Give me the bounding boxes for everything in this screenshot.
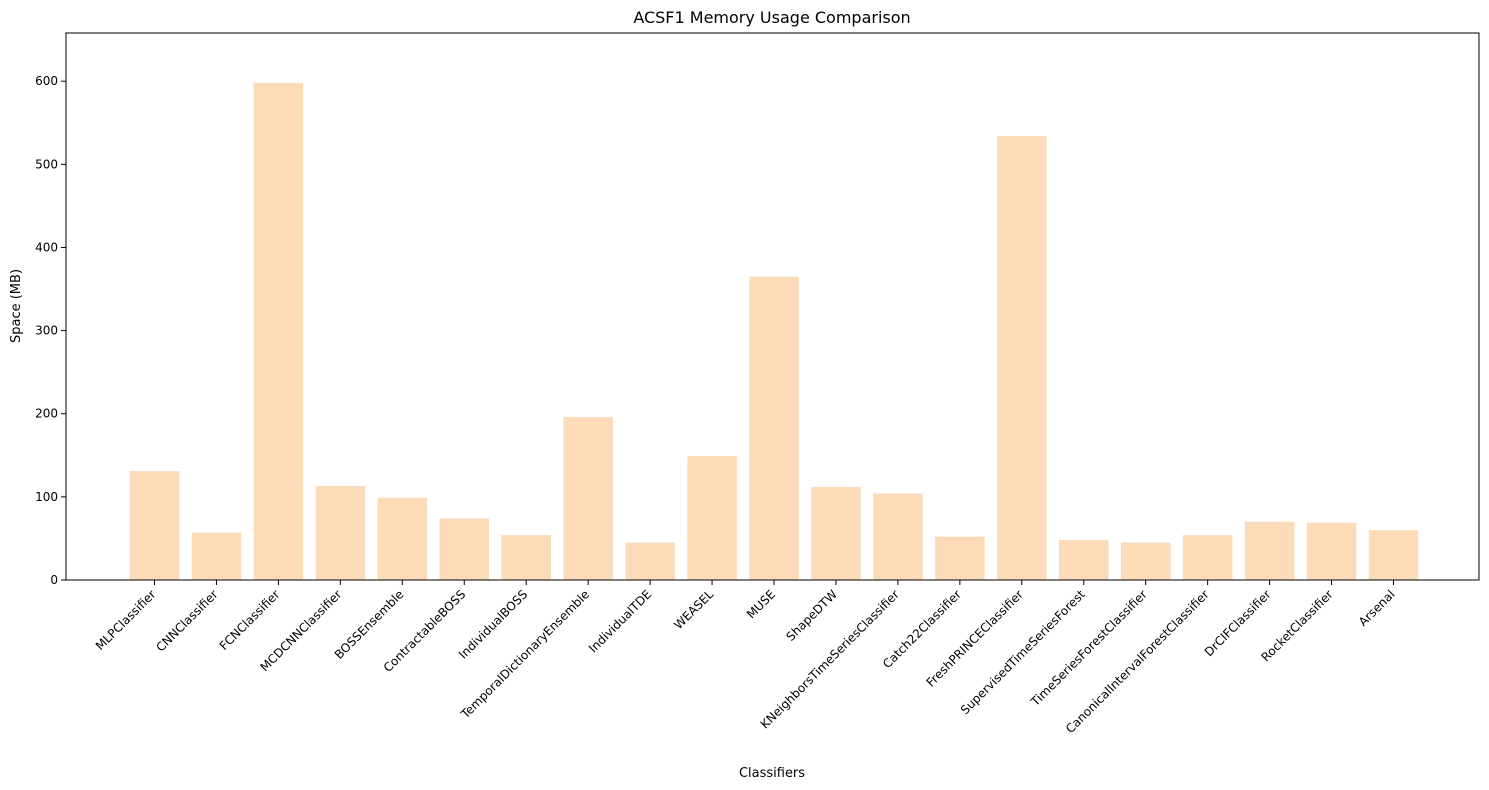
bar-MCDCNNClassifier xyxy=(315,486,366,580)
bars-layer xyxy=(129,82,1419,580)
bar-KNeighborsTimeSeriesClassifier xyxy=(873,493,923,580)
y-axis: 0 100 200 300 400 500 600 xyxy=(35,74,66,587)
bar-TemporalDictionaryEnsemble xyxy=(563,417,613,580)
y-tick-label: 500 xyxy=(35,157,58,171)
x-tick-label: MLPClassifier xyxy=(93,587,159,653)
x-tick-label: DrCIFClassifier xyxy=(1202,587,1274,659)
y-tick-label: 200 xyxy=(35,407,58,421)
x-tick-label: ShapeDTW xyxy=(783,587,840,644)
bar-IndividualTDE xyxy=(625,542,675,580)
bar-Catch22Classifier xyxy=(935,536,985,580)
bar-DrCIFClassifier xyxy=(1244,521,1295,580)
bar-Arsenal xyxy=(1368,530,1419,580)
bar-ShapeDTW xyxy=(811,486,861,580)
x-axis-title: Classifiers xyxy=(739,766,805,781)
y-axis-title: Space (MB) xyxy=(9,269,24,343)
bar-BOSSEnsemble xyxy=(377,497,428,580)
y-tick-label: 100 xyxy=(35,490,58,504)
bar-IndividualBOSS xyxy=(501,535,551,580)
bar-WEASEL xyxy=(687,456,737,580)
bar-CNNClassifier xyxy=(191,532,242,580)
x-tick-label: IndividualTDE xyxy=(586,587,654,655)
x-tick-label: TemporalDictionaryEnsemble xyxy=(458,587,593,722)
bar-CanonicalIntervalForestClassifier xyxy=(1182,535,1233,580)
y-tick-label: 400 xyxy=(35,240,58,254)
bar-MLPClassifier xyxy=(129,471,180,580)
bar-FreshPRINCEClassifier xyxy=(997,136,1047,580)
plot-frame xyxy=(65,32,1480,581)
x-tick-label: KNeighborsTimeSeriesClassifier xyxy=(758,587,902,731)
bar-RocketClassifier xyxy=(1306,522,1357,580)
bar-MUSE xyxy=(749,276,799,580)
x-tick-label: FCNClassifier xyxy=(217,587,283,653)
bar-SupervisedTimeSeriesForest xyxy=(1059,540,1109,580)
x-tick-label: TimeSeriesForestClassifier xyxy=(1028,587,1150,709)
y-tick-label: 600 xyxy=(35,74,58,88)
bar-FCNClassifier xyxy=(253,82,304,580)
x-tick-label: Arsenal xyxy=(1356,587,1398,629)
chart-title: ACSF1 Memory Usage Comparison xyxy=(633,8,910,27)
x-tick-label: WEASEL xyxy=(671,587,716,632)
bar-TimeSeriesForestClassifier xyxy=(1120,542,1171,580)
y-tick-label: 0 xyxy=(50,573,58,587)
x-tick-label: MUSE xyxy=(744,587,778,621)
x-tick-label: SupervisedTimeSeriesForest xyxy=(958,587,1088,717)
bar-ContractableBOSS xyxy=(439,518,489,580)
y-tick-label: 300 xyxy=(35,324,58,338)
x-tick-label: CNNClassifier xyxy=(153,587,220,654)
